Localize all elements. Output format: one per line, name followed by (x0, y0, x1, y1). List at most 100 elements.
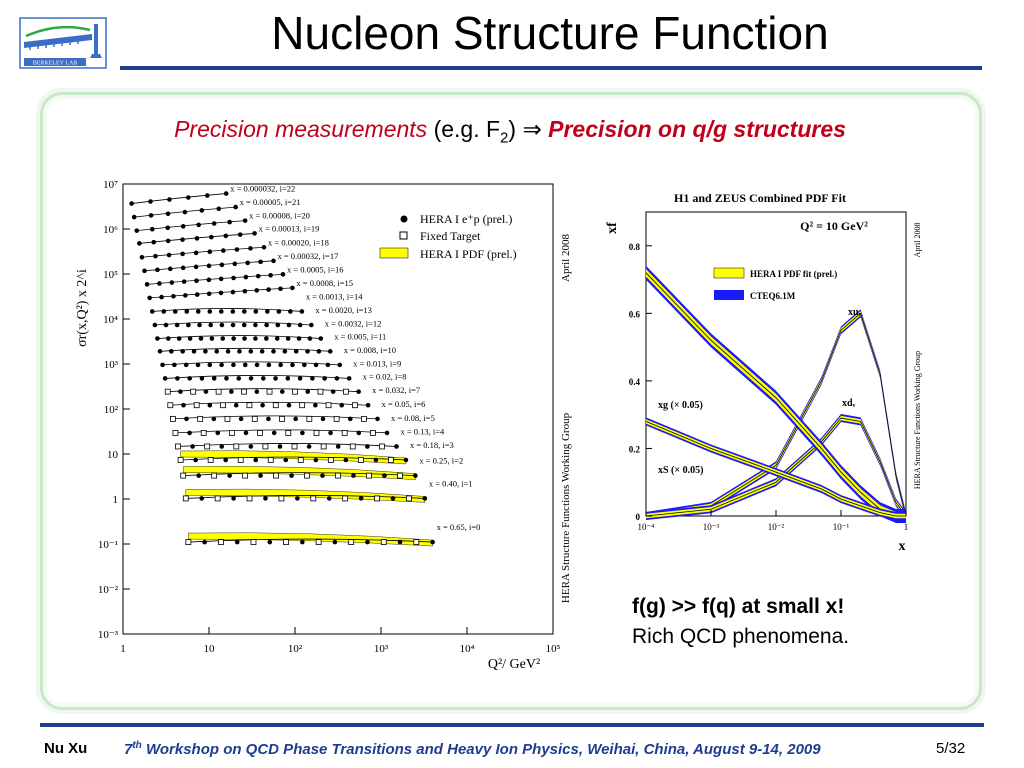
hera-data-point (337, 362, 343, 368)
fit-curve (157, 335, 321, 339)
hera-data-point (207, 249, 213, 255)
hera-data-point (288, 309, 293, 314)
fixed-target-point (177, 457, 184, 463)
hera-data-point (242, 309, 247, 314)
hera-data-point (365, 402, 371, 408)
hera-data-point (280, 272, 286, 277)
bin-label: x = 0.008, i=10 (344, 345, 396, 355)
bin-label: x = 0.0008, i=15 (296, 278, 353, 288)
hera-data-point (253, 336, 258, 341)
hera-data-point (334, 376, 340, 381)
hera-data-point (134, 228, 140, 233)
berkeley-lab-logo: BERKELEY LAB (18, 16, 108, 70)
right-x-tick-label: 1 (904, 522, 909, 532)
hera-data-point (290, 362, 295, 368)
hera-data-point (137, 241, 142, 246)
pdf-central-curve (645, 421, 906, 517)
hera-data-point (180, 265, 186, 271)
fit-curve (162, 361, 340, 366)
fixed-target-point (272, 402, 279, 409)
subtitle-subscript: 2 (500, 129, 509, 147)
fixed-target-point (315, 539, 322, 545)
fixed-target-point (250, 539, 257, 545)
hera-data-point (194, 278, 199, 284)
legend-cteq: CTEQ6.1M (750, 291, 796, 301)
hera-data-point (260, 402, 265, 408)
hera-data-point (286, 322, 292, 328)
fixed-target-point (299, 402, 306, 409)
hera-data-point (180, 224, 186, 229)
hera-data-point (276, 309, 282, 314)
hera-data-point (157, 349, 163, 354)
pdf-plot-title: H1 and ZEUS Combined PDF Fit (674, 191, 846, 205)
bin-label: x = 0.00013, i=19 (259, 223, 320, 233)
hera-data-point (149, 309, 155, 314)
fixed-target-point (193, 402, 200, 409)
hera-data-point (196, 222, 201, 228)
hera-data-point (261, 244, 267, 250)
fixed-target-point (237, 457, 244, 463)
hera-data-point (253, 309, 259, 314)
hera-data-point (403, 457, 409, 463)
bin-label: x = 0.0032, i=12 (325, 319, 382, 329)
subtitle-precision-structures: Precision on q/g structures (548, 116, 846, 142)
hera-data-point (373, 457, 379, 463)
hera-data-point (225, 349, 231, 354)
hera-data-point (159, 294, 164, 300)
title-divider (120, 66, 982, 70)
left-y-tick-label: 10⁻¹ (98, 539, 118, 551)
note-line-2: Rich QCD phenomena. (632, 625, 850, 648)
left-y-tick-label: 10⁷ (103, 179, 118, 191)
hera-data-point (242, 288, 248, 294)
pdf-central-curve (645, 417, 907, 517)
hera-data-point (322, 376, 327, 381)
hera-data-point (347, 416, 353, 422)
bin-label: x = 0.13, i=4 (400, 426, 445, 436)
hera-data-point (265, 309, 270, 314)
fixed-target-point (266, 388, 273, 395)
hera-data-point (296, 336, 302, 341)
footer-event-number: 7 (124, 741, 133, 758)
bin-label: x = 0.05, i=6 (382, 399, 426, 409)
hera-data-point (326, 496, 332, 501)
hera-data-point (306, 444, 312, 449)
legend-hera-marker (400, 215, 408, 223)
bin-label: x = 0.0020, i=13 (315, 305, 372, 315)
hera-data-point (215, 430, 221, 436)
hera-data-point (163, 322, 169, 328)
hera-data-point (346, 376, 352, 381)
hera-data-point (254, 288, 260, 293)
left-y-tick-label: 10³ (104, 359, 119, 371)
hera-data-point (297, 322, 303, 328)
subtitle-implies: ) ⇒ (508, 116, 549, 142)
left-x-tick-label: 10⁴ (460, 643, 475, 655)
hera-data-point (151, 239, 157, 245)
hera-data-point (193, 264, 199, 270)
hera-data-point (224, 376, 229, 381)
hera-data-point (219, 262, 225, 268)
bin-label: x = 0.00008, i=20 (249, 211, 310, 221)
bin-label: x = 0.25, i=2 (419, 456, 463, 466)
hera-data-point (131, 214, 137, 220)
legend-fixed-target-marker (399, 231, 408, 240)
fit-curve (131, 193, 227, 204)
pdf-q2-label: Q² = 10 GeV² (800, 219, 868, 233)
footer-page-number: 5/32 (936, 740, 966, 757)
hera-data-point (375, 416, 380, 422)
reduced-cross-section-plot: 10⁻³ 10⁻² 10⁻¹ 1 10 10² 10³ 10⁴ 10⁵ 10⁶ 10⁷ 1 10 10² 1… (68, 178, 588, 688)
hera-data-point (169, 349, 174, 354)
hera-data-point (271, 258, 276, 264)
footer-divider (40, 723, 984, 727)
fixed-target-point (175, 443, 181, 450)
hera-data-point (232, 261, 238, 267)
fixed-target-point (325, 402, 332, 409)
hera-data-point (259, 349, 265, 354)
hera-data-point (211, 376, 217, 381)
bin-label: x = 0.40, i=1 (429, 478, 473, 488)
right-y-tick-label: 0.6 (629, 309, 641, 319)
right-x-tick-label: 10⁻³ (703, 522, 720, 532)
right-y-tick-label: 0.4 (629, 377, 641, 387)
hera-data-point (255, 273, 261, 279)
hera-data-point (274, 336, 280, 341)
hera-data-point (196, 473, 201, 478)
